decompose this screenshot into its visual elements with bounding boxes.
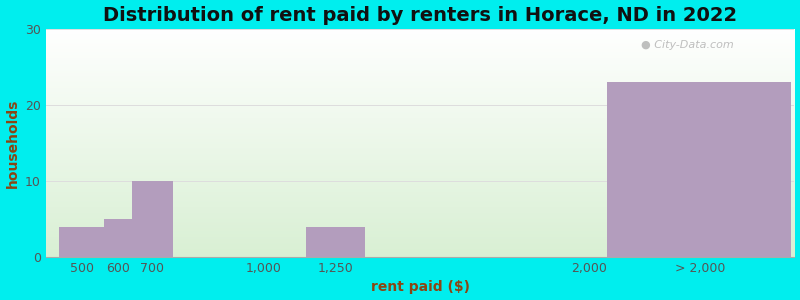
Bar [132,181,173,257]
Bar [607,82,791,257]
Text: ● City-Data.com: ● City-Data.com [641,40,734,50]
Bar [59,226,105,257]
X-axis label: rent paid ($): rent paid ($) [370,280,470,294]
Title: Distribution of rent paid by renters in Horace, ND in 2022: Distribution of rent paid by renters in … [103,6,738,25]
Bar [306,226,365,257]
Y-axis label: households: households [6,98,19,188]
Bar [105,219,132,257]
